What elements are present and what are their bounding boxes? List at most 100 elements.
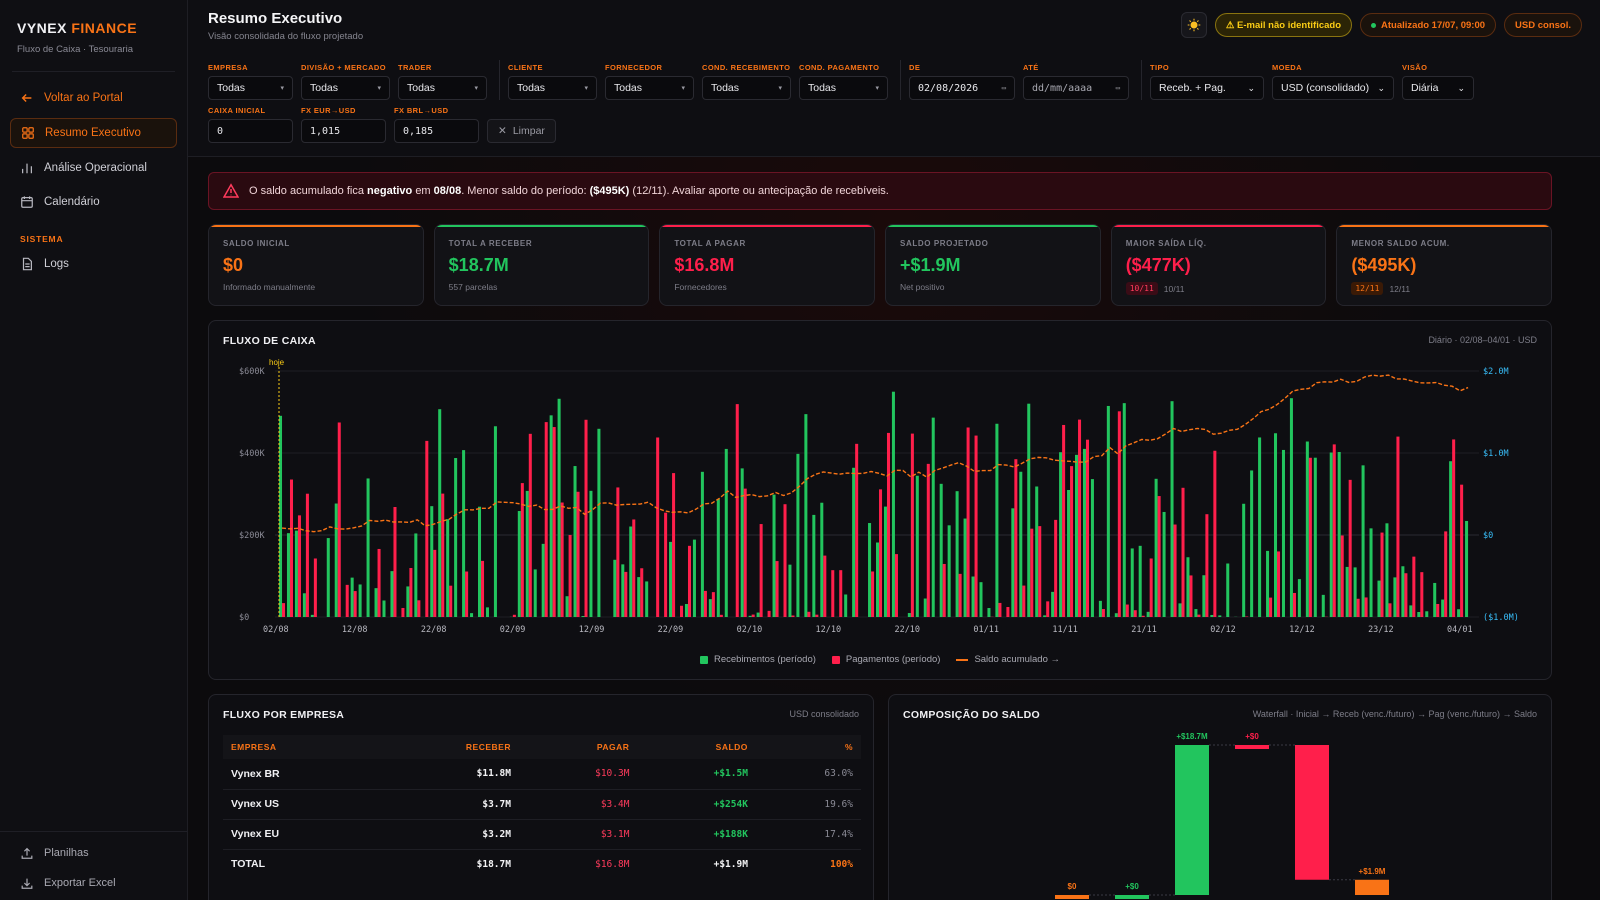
divisao-select[interactable]: Todas ▾	[301, 76, 390, 100]
company-flow-panel: FLUXO POR EMPRESA USD consolidado EMPRES…	[208, 694, 874, 900]
sidebar-item-label: Calendário	[44, 196, 100, 208]
legend-saldo[interactable]: Saldo acumulado →	[956, 654, 1060, 665]
date-to-input[interactable]: dd/mm/aaaa ▭	[1023, 76, 1129, 100]
currency-badge[interactable]: USD consol.	[1504, 13, 1582, 37]
bar-recebimento	[286, 533, 290, 617]
caixa-inicial-input[interactable]: 0	[208, 119, 293, 143]
bar-pagamento	[1348, 479, 1352, 617]
column-header[interactable]: PAGAR	[518, 735, 638, 759]
select-value: USD (consolidado)	[1281, 82, 1370, 94]
bar-recebimento	[1441, 599, 1445, 617]
sidebar-item-planilhas[interactable]: Planilhas	[10, 840, 177, 866]
bar-recebimento	[1019, 471, 1023, 617]
bar-recebimento	[1202, 575, 1206, 617]
column-header[interactable]: %	[755, 735, 861, 759]
column-header[interactable]: EMPRESA	[223, 735, 376, 759]
kpi-saldo-inicial: SALDO INICIAL $0 Informado manualmente	[208, 224, 424, 306]
bar-pagamento	[417, 600, 421, 617]
cond-pagamento-select[interactable]: Todas ▾	[799, 76, 888, 100]
bar-recebimento	[907, 613, 911, 617]
empresa-select[interactable]: Todas ▾	[208, 76, 293, 100]
bar-recebimento	[1186, 557, 1190, 617]
fornecedor-select[interactable]: Todas ▾	[605, 76, 694, 100]
bar-recebimento	[939, 483, 943, 617]
bar-recebimento	[549, 415, 553, 617]
file-icon	[22, 257, 32, 271]
filter-label: FX BRL→USD	[394, 106, 449, 115]
legend-recebimentos[interactable]: Recebimentos (período)	[699, 654, 816, 665]
waterfall-chart[interactable]: $0 +$0 +$18.7M +$0 +$1.9M	[889, 695, 1553, 900]
visao-select[interactable]: Diária ⌄	[1402, 76, 1474, 100]
kpi-total-a-receber: TOTAL A RECEBER $18.7M 557 parcelas	[433, 224, 650, 306]
bar-recebimento	[462, 450, 466, 617]
bar-recebimento	[700, 471, 704, 617]
bar-recebimento	[326, 538, 330, 617]
email-warning-badge[interactable]: ⚠ E-mail não identificado	[1214, 13, 1353, 37]
table-row[interactable]: Vynex EU $3.2M $3.1M +$188K 17.4%	[223, 819, 861, 850]
bar-pagamento	[1054, 519, 1058, 617]
bar-recebimento	[294, 530, 298, 617]
sidebar-item-exportar-excel[interactable]: Exportar Excel	[10, 870, 177, 896]
column-header[interactable]: RECEBER	[375, 735, 519, 759]
trader-select[interactable]: Todas ▾	[398, 76, 487, 100]
kpi-total-a-pagar: TOTAL A PAGAR $16.8M Fornecedores	[659, 224, 876, 306]
input-value: 1,015	[310, 125, 341, 137]
bar-recebimento	[589, 490, 593, 617]
fx-brl-input[interactable]: 0,185	[394, 119, 479, 143]
filter-divisao: DIVISÃO + MERCADO Todas ▾	[301, 63, 390, 100]
bar-pagamento	[894, 554, 898, 617]
bar-pagamento	[425, 440, 429, 617]
panel-meta: Waterfall · Inicial → Receb (venc./futur…	[1252, 709, 1537, 719]
page-title: Resumo Executivo	[208, 10, 343, 27]
cliente-select[interactable]: Todas ▾	[508, 76, 597, 100]
select-value: Todas	[614, 82, 643, 94]
bar-pagamento	[640, 568, 644, 617]
sidebar-item-analise-operacional[interactable]: Análise Operacional	[10, 154, 177, 182]
theme-toggle-button[interactable]	[1180, 12, 1207, 38]
bar-recebimento	[645, 581, 649, 617]
cell-saldo: +$188K	[637, 819, 756, 850]
header-actions: ⚠ E-mail não identificado Atualizado 17/…	[1180, 12, 1582, 38]
bar-recebimento	[557, 398, 561, 617]
sidebar-item-calendario[interactable]: Calendário	[10, 188, 177, 216]
upload-icon	[21, 847, 33, 859]
filter-label: COND. PAGAMENTO	[799, 63, 880, 72]
x-tick-label: 12/10	[816, 625, 842, 635]
bar-recebimento	[748, 615, 752, 617]
cell-saldo: +$1.9M	[713, 858, 748, 870]
kpi-label: MAIOR SAÍDA LÍQ.	[1125, 239, 1207, 248]
legend-pagamentos[interactable]: Pagamentos (período)	[831, 654, 940, 665]
sidebar-item-resumo-executivo[interactable]: Resumo Executivo	[10, 118, 177, 148]
bar-recebimento	[1114, 613, 1118, 617]
bar-pagamento	[966, 427, 970, 617]
fx-eur-input[interactable]: 1,015	[301, 119, 386, 143]
clear-filters-button[interactable]: ✕ Limpar	[487, 119, 556, 143]
filter-fornecedor: FORNECEDOR Todas ▾	[605, 63, 694, 100]
back-to-portal-link[interactable]: Voltar ao Portal	[10, 84, 177, 112]
sidebar-item-logs[interactable]: Logs	[10, 250, 177, 278]
moeda-select[interactable]: USD (consolidado) ⌄	[1272, 76, 1394, 100]
filter-label: DIVISÃO + MERCADO	[301, 63, 386, 72]
cell-pagar: $3.4M	[518, 789, 638, 820]
cashflow-chart[interactable]: $0 $200K $400K $600K ($1.0M) $0 $1.0M $2.0M 02/0…	[209, 321, 1553, 681]
table-row[interactable]: Vynex BR $11.8M $10.3M +$1.5M 63.0%	[223, 759, 861, 790]
balance-composition-panel: $0 +$0 +$18.7M +$0 +$1.9M COMPOSIÇÃO DO SALD…	[888, 694, 1552, 900]
input-placeholder: dd/mm/aaaa	[1032, 82, 1093, 94]
waterfall-bar	[1235, 745, 1269, 749]
table-row[interactable]: Vynex US $3.7M $3.4M +$254K 19.6%	[223, 789, 861, 820]
bar-recebimento	[1067, 489, 1071, 617]
bar-pagamento	[871, 571, 875, 617]
panel-meta: USD consolidado	[789, 709, 859, 719]
bar-recebimento	[613, 559, 617, 617]
cell-pagar: $10.3M	[518, 759, 638, 790]
cond-recebimento-select[interactable]: Todas ▾	[702, 76, 791, 100]
company-flow-table: EMPRESA RECEBER PAGAR SALDO % Vynex BR $…	[223, 735, 861, 879]
input-value: 02/08/2026	[918, 82, 979, 94]
column-header[interactable]: SALDO	[637, 735, 756, 759]
tipo-select[interactable]: Receb. + Pag. ⌄	[1150, 76, 1264, 100]
date-from-input[interactable]: 02/08/2026 ▭	[909, 76, 1015, 100]
bar-recebimento	[1051, 591, 1055, 617]
filter-cond-pagamento: COND. PAGAMENTO Todas ▾	[799, 63, 888, 100]
bar-pagamento	[1213, 450, 1217, 617]
waterfall-bar	[1175, 745, 1209, 895]
